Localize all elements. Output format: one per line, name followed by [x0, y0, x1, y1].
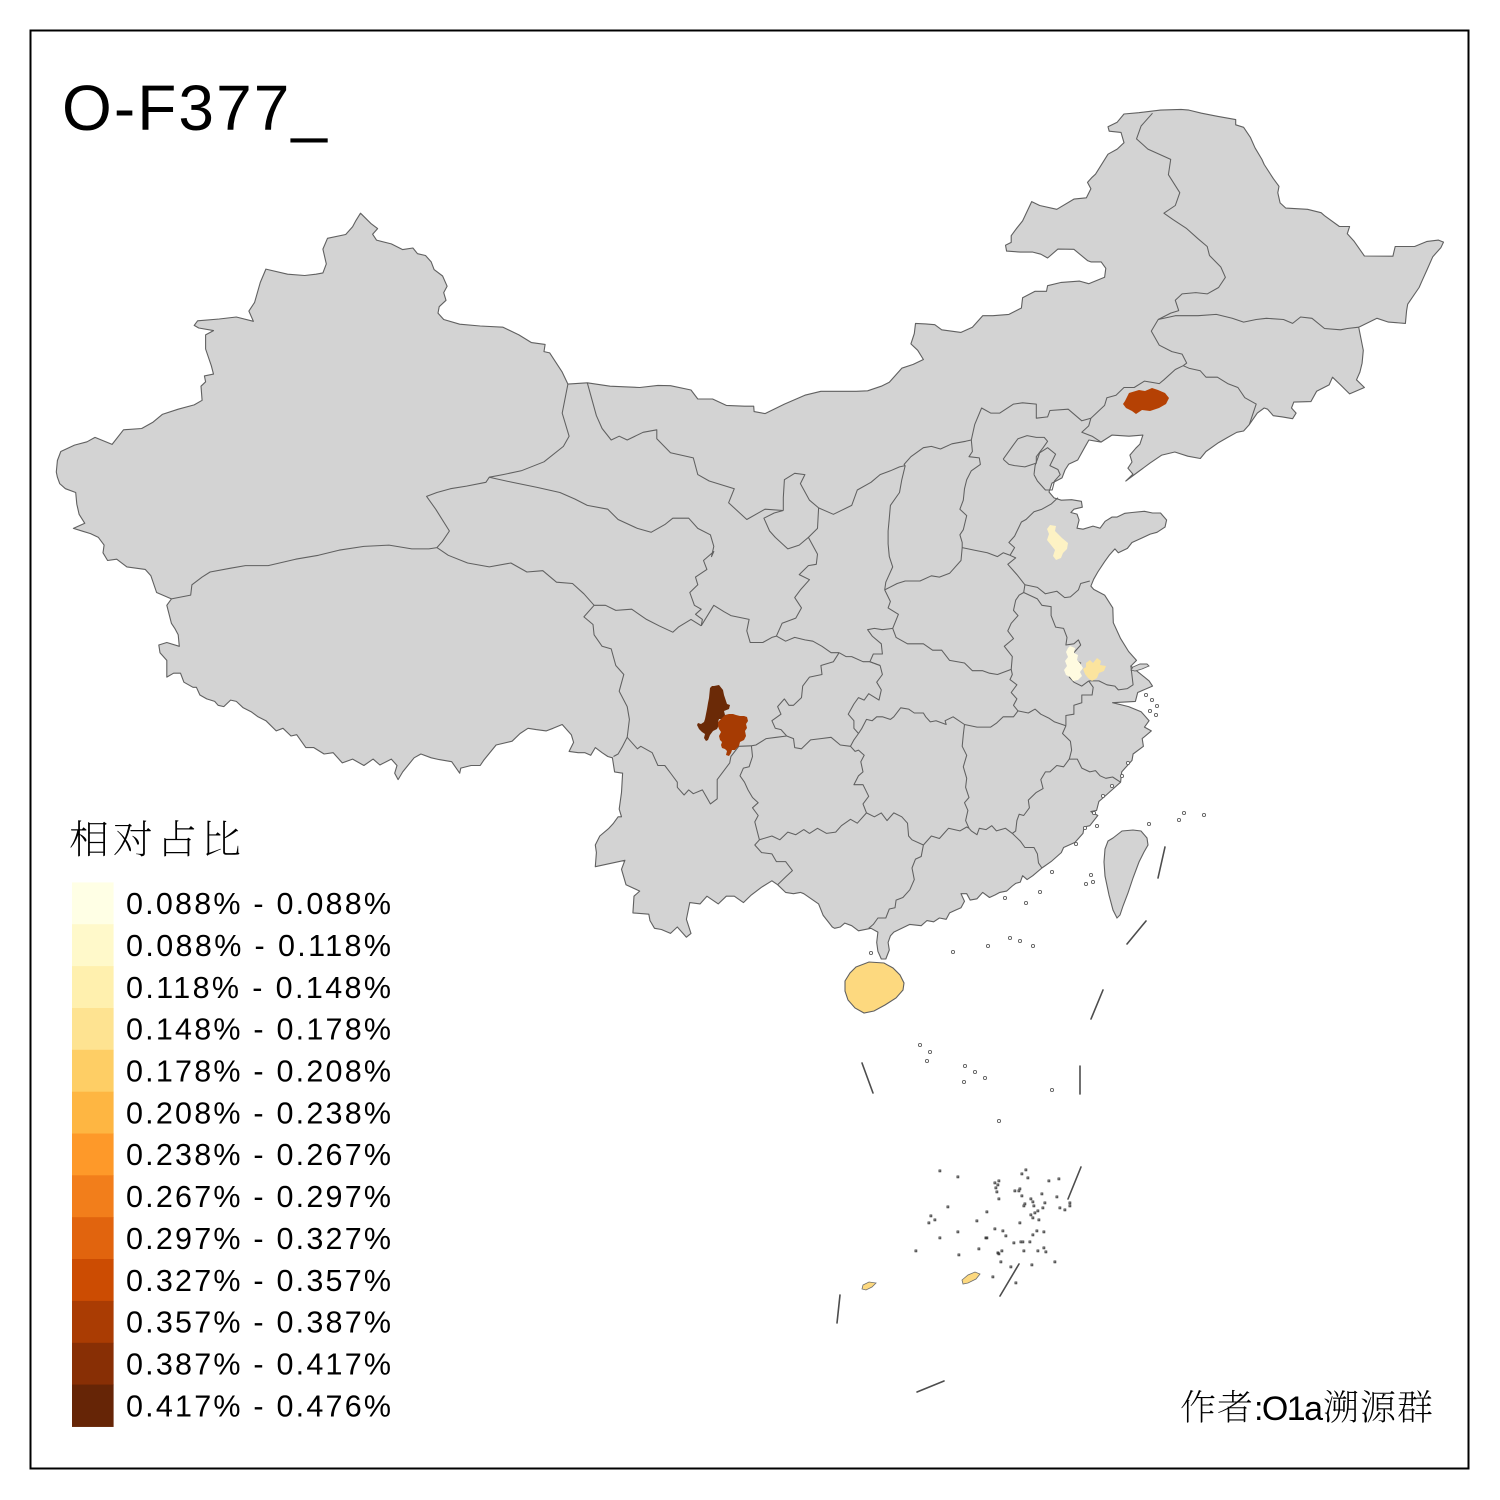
svg-text:0.178% - 0.208%: 0.178% - 0.208%	[126, 1055, 391, 1089]
svg-text:0.088% - 0.088%: 0.088% - 0.088%	[126, 887, 391, 921]
svg-text:0.238% - 0.267%: 0.238% - 0.267%	[126, 1138, 391, 1172]
svg-text:0.148% - 0.178%: 0.148% - 0.178%	[126, 1013, 391, 1047]
svg-text:0.267% - 0.297%: 0.267% - 0.297%	[126, 1180, 391, 1214]
svg-text:0.357% - 0.387%: 0.357% - 0.387%	[126, 1306, 391, 1340]
svg-text:0.417% - 0.476%: 0.417% - 0.476%	[126, 1389, 391, 1423]
svg-text:0.327% - 0.357%: 0.327% - 0.357%	[126, 1264, 391, 1298]
svg-text:0.297% - 0.327%: 0.297% - 0.327%	[126, 1222, 391, 1256]
svg-text::O1a: :O1a	[1254, 1390, 1323, 1428]
svg-text:0.118% - 0.148%: 0.118% - 0.148%	[126, 971, 391, 1005]
svg-text:0.387% - 0.417%: 0.387% - 0.417%	[126, 1348, 391, 1382]
svg-text:O-F377_: O-F377_	[62, 72, 328, 144]
svg-text:0.208% - 0.238%: 0.208% - 0.238%	[126, 1096, 391, 1130]
svg-text:0.088% - 0.118%: 0.088% - 0.118%	[126, 929, 391, 963]
